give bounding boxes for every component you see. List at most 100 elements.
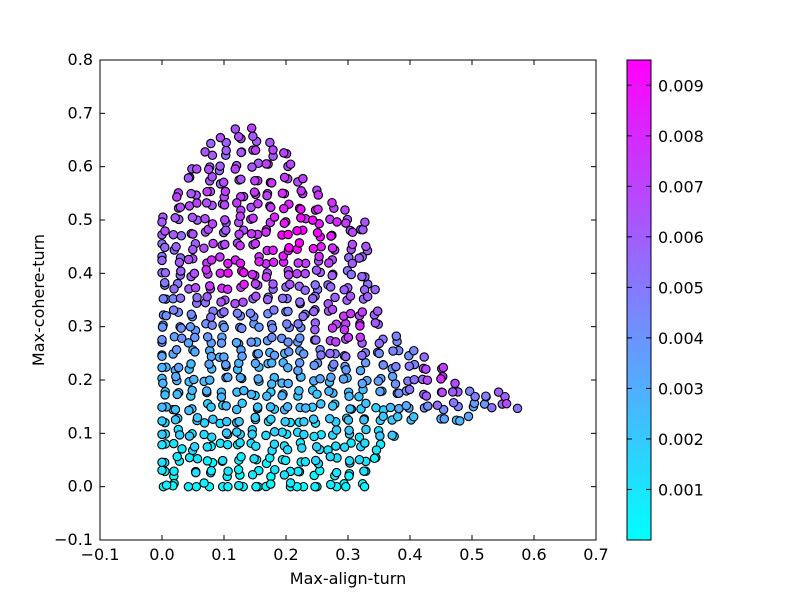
colorbar — [626, 59, 652, 541]
y-tick-label: 0.4 — [68, 263, 93, 282]
scatter-point — [248, 213, 258, 223]
colorbar-tick-label: 0.006 — [658, 228, 704, 247]
scatter-point — [171, 345, 182, 355]
scatter-point — [219, 200, 230, 210]
scatter-point — [315, 374, 325, 384]
y-axis: −0.1 0.0 0.1 0.2 0.3 0.4 0.5 0.6 0.7 0.8 — [54, 50, 596, 549]
scatter-point — [251, 291, 261, 302]
scatter-point — [206, 432, 217, 442]
scatter-point — [157, 255, 167, 266]
scatter-point — [369, 453, 380, 464]
scatter-point — [277, 188, 288, 199]
scatter-point — [184, 431, 195, 441]
scatter-point — [385, 402, 396, 413]
scatter-point — [219, 352, 229, 362]
scatter-point — [282, 319, 292, 329]
scatter-point — [268, 257, 279, 268]
scatter-point — [157, 351, 167, 362]
scatter-point — [344, 425, 354, 436]
scatter-point — [300, 403, 311, 413]
scatter-point — [331, 467, 342, 478]
scatter-point — [221, 145, 231, 156]
scatter-point — [343, 332, 354, 343]
scatter-point — [236, 452, 246, 462]
scatter-point — [221, 428, 232, 438]
scatter-point — [250, 412, 260, 423]
scatter-point — [371, 403, 381, 413]
scatter-point — [184, 405, 194, 416]
scatter-point — [354, 454, 365, 465]
scatter-point — [261, 272, 272, 282]
scatter-point — [296, 213, 306, 223]
scatter-point — [199, 478, 209, 488]
scatter-point — [176, 266, 186, 276]
scatter-point — [250, 358, 261, 369]
scatter-point — [266, 202, 276, 213]
scatter-point — [249, 454, 259, 464]
scatter-point — [157, 416, 167, 426]
scatter-point — [347, 258, 358, 269]
scatter-point — [355, 321, 365, 331]
scatter-point — [408, 412, 419, 422]
scatter-point — [324, 258, 334, 268]
scatter-point — [404, 361, 415, 371]
x-axis: −0.1 0.0 0.1 0.2 0.3 0.4 0.5 0.6 0.7 — [81, 60, 609, 564]
scatter-point — [292, 226, 302, 236]
scatter-point — [360, 217, 370, 227]
scatter-point — [309, 360, 319, 371]
scatter-point — [250, 238, 261, 249]
scatter-point — [202, 186, 212, 197]
scatter-point — [298, 349, 309, 359]
scatter-point — [355, 365, 366, 376]
scatter-point — [223, 372, 233, 383]
scatter-point — [283, 378, 293, 389]
scatter-point — [284, 242, 294, 253]
scatter-point — [313, 204, 323, 215]
y-tick-label: 0.7 — [68, 103, 93, 122]
scatter-point — [266, 414, 276, 424]
scatter-point — [221, 416, 232, 427]
scatter-point — [235, 438, 245, 448]
scatter-point — [216, 392, 227, 402]
scatter-point — [261, 430, 271, 441]
colorbar-tick-label: 0.009 — [658, 76, 704, 95]
scatter-point — [311, 265, 322, 275]
scatter-point — [339, 442, 350, 452]
scatter-point — [277, 391, 287, 401]
scatter-point — [183, 173, 194, 183]
scatter-point — [159, 277, 170, 288]
scatter-point — [294, 358, 305, 368]
scatter-point — [266, 178, 277, 188]
scatter-point — [202, 442, 213, 452]
scatter-point — [188, 229, 198, 239]
scatter-point — [423, 401, 433, 411]
scatter-point — [316, 242, 326, 252]
scatter-point — [283, 362, 293, 373]
scatter-point — [327, 401, 338, 411]
colorbar-axis: 0.001 0.002 0.003 0.004 0.005 0.006 0.007 0.008… — [627, 76, 704, 499]
scatter-point — [233, 464, 244, 475]
scatter-point — [238, 297, 248, 307]
scatter-point — [201, 265, 211, 275]
scatter-point — [189, 268, 200, 279]
y-axis-title: Max-cohere-turn — [29, 234, 48, 366]
scatter-point — [324, 386, 334, 397]
scatter-point — [221, 225, 231, 235]
scatter-point — [331, 337, 341, 347]
scatter-point — [283, 337, 293, 347]
scatter-point — [269, 305, 279, 315]
scatter-point — [157, 440, 167, 450]
scatter-point — [277, 293, 288, 304]
colorbar-tick-label: 0.005 — [658, 278, 704, 297]
scatter-point — [354, 253, 364, 263]
scatter-point — [223, 466, 233, 476]
scatter-point — [294, 386, 304, 396]
scatter-point — [254, 256, 264, 267]
scatter-point — [293, 319, 303, 329]
scatter-point — [230, 124, 241, 134]
scatter-point — [311, 442, 322, 452]
scatter-point — [373, 376, 384, 386]
scatter-point — [183, 254, 194, 265]
scatter-point — [215, 252, 225, 262]
